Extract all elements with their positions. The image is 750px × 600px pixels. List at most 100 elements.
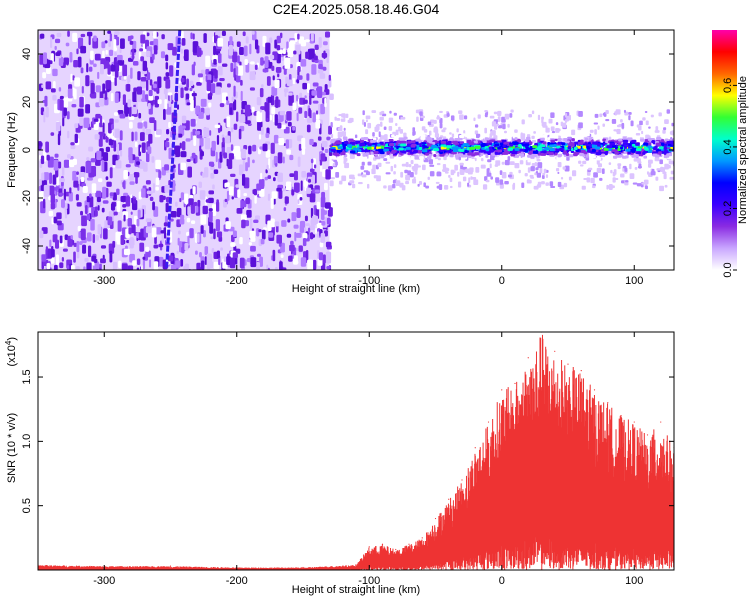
noise-speckle (81, 86, 84, 94)
noise-speckle (267, 267, 270, 270)
noise-speckle (256, 253, 261, 257)
noise-speckle (241, 219, 246, 229)
band-cell (374, 156, 381, 160)
band-cell (652, 153, 658, 157)
band-halo (457, 181, 462, 188)
band-halo (564, 165, 570, 172)
noise-speckle (325, 241, 332, 248)
band-cell (611, 149, 617, 153)
noise-speckle (154, 95, 159, 108)
spectrogram-y-axis-label: Frequency (Hz) (6, 112, 18, 188)
band-cell (370, 151, 374, 155)
noise-speckle (76, 171, 79, 175)
band-cell (405, 157, 409, 161)
noise-speckle (86, 63, 89, 73)
noise-speckle (190, 32, 193, 40)
snr-x-axis: -300 -200 -100 0 100 (93, 332, 643, 587)
noise-speckle (326, 136, 331, 141)
band-halo (363, 170, 369, 173)
noise-speckle (153, 119, 157, 131)
noise-speckle (90, 50, 94, 61)
noise-speckle (165, 79, 171, 89)
band-halo (395, 123, 398, 126)
noise-speckle (304, 110, 308, 119)
band-cell (379, 141, 384, 145)
noise-speckle (132, 91, 138, 102)
noise-speckle (220, 247, 223, 251)
band-halo (628, 115, 631, 121)
noise-speckle (320, 196, 326, 208)
noise-speckle (186, 78, 189, 89)
noise-speckle (195, 105, 200, 115)
noise-speckle (187, 235, 190, 246)
noise-speckle (101, 159, 105, 172)
x-tick-label: -300 (93, 275, 115, 287)
band-halo (608, 184, 613, 190)
noise-speckle (277, 122, 282, 129)
noise-speckle (202, 205, 208, 215)
band-halo (484, 112, 488, 118)
noise-speckle (256, 96, 262, 106)
band-cell (361, 149, 366, 153)
noise-speckle (286, 41, 289, 50)
noise-speckle (250, 257, 257, 268)
band-halo (590, 177, 595, 184)
band-cell (573, 146, 578, 150)
noise-speckle (163, 88, 167, 95)
band-halo (371, 110, 377, 114)
band-halo (497, 116, 501, 122)
noise-speckle (245, 120, 251, 125)
band-halo (526, 179, 532, 184)
noise-speckle (130, 194, 133, 199)
noise-speckle (258, 229, 262, 233)
band-halo (669, 176, 674, 180)
noise-speckle (211, 83, 216, 91)
noise-speckle (277, 152, 283, 164)
noise-speckle (40, 107, 45, 116)
band-cell (364, 152, 370, 156)
band-cell (360, 140, 365, 144)
band-halo (594, 113, 599, 118)
snr-panel: -300 -200 -100 0 100 0.51.01.5 Height of str… (4, 331, 675, 596)
band-cell (450, 154, 454, 158)
band-cell (336, 149, 340, 153)
band-cell (407, 140, 412, 144)
noise-speckle (312, 174, 315, 184)
band-cell (473, 140, 478, 144)
noise-speckle (158, 256, 164, 267)
band-halo (429, 130, 432, 136)
noise-speckle (186, 217, 191, 223)
band-cell (585, 133, 590, 137)
noise-speckle (292, 126, 296, 131)
noise-speckle (139, 132, 145, 141)
band-halo (537, 162, 543, 169)
noise-speckle (147, 102, 151, 110)
noise-speckle (184, 193, 189, 205)
noise-speckle (312, 215, 319, 224)
noise-speckle (110, 92, 114, 102)
band-cell (345, 148, 349, 152)
band-halo (449, 132, 452, 135)
noise-speckle (309, 193, 316, 203)
band-halo (644, 185, 648, 190)
noise-speckle (267, 96, 273, 103)
noise-speckle (236, 207, 243, 214)
band-halo (349, 154, 355, 159)
band-cell (418, 146, 423, 150)
band-cell (630, 139, 637, 143)
noise-speckle (233, 99, 237, 111)
noise-speckle (189, 87, 193, 92)
band-cell (540, 152, 547, 156)
y-tick-label: 1.0 (21, 434, 33, 449)
noise-speckle (71, 103, 77, 108)
band-halo (616, 128, 621, 135)
band-halo (471, 176, 477, 180)
band-halo (582, 160, 587, 165)
noise-speckle (225, 182, 230, 187)
band-halo (663, 127, 667, 131)
band-cell (586, 146, 590, 150)
band-cell (403, 136, 408, 140)
noise-speckle (50, 88, 56, 93)
noise-speckle (127, 99, 132, 108)
